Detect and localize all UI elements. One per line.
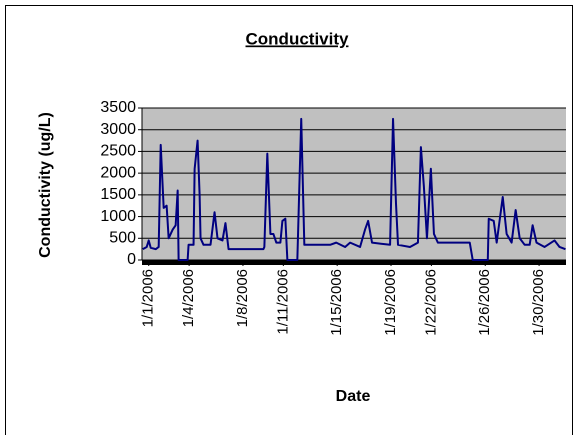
x-axis-label: Date bbox=[336, 388, 371, 405]
x-tick-label: 1/11/2006 bbox=[274, 269, 291, 335]
chart-title: Conductivity bbox=[246, 29, 349, 48]
y-tick-label: 1000 bbox=[100, 208, 136, 225]
y-tick-label: 1500 bbox=[100, 186, 136, 203]
x-axis-ticks-band bbox=[142, 260, 566, 265]
y-tick-label: 500 bbox=[109, 230, 136, 247]
y-tick-label: 3500 bbox=[100, 99, 136, 116]
data-line bbox=[142, 117, 566, 261]
x-tick-label: 1/8/2006 bbox=[234, 269, 251, 327]
x-tick-label: 1/4/2006 bbox=[180, 269, 197, 327]
y-tick-label: 3000 bbox=[100, 121, 136, 138]
y-tick-label: 2500 bbox=[100, 143, 136, 160]
x-tick-label: 1/19/2006 bbox=[382, 269, 399, 336]
y-tick-label: 2000 bbox=[100, 164, 136, 181]
x-tick-label: 1/22/2006 bbox=[422, 269, 439, 336]
x-tick-label: 1/15/2006 bbox=[328, 269, 345, 336]
x-tick-label: 1/30/2006 bbox=[530, 269, 547, 336]
x-tick-label: 1/1/2006 bbox=[140, 269, 157, 327]
plot-area bbox=[142, 108, 566, 260]
y-tick-label: 0 bbox=[127, 251, 136, 268]
x-tick-label: 1/26/2006 bbox=[476, 269, 493, 336]
y-axis-label: Conductivity (ug/L) bbox=[37, 112, 54, 258]
